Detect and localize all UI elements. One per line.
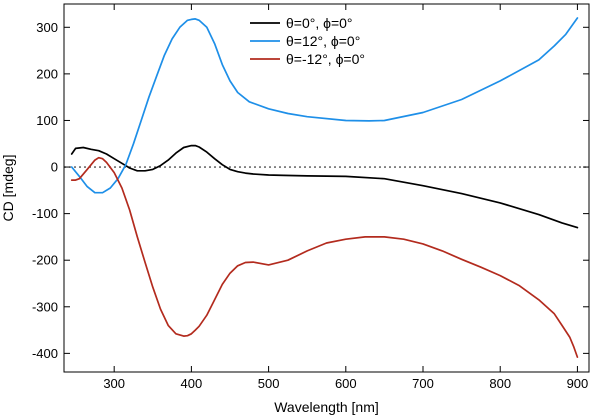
- legend-label-3: θ=-12°, ϕ=0°: [286, 51, 365, 67]
- y-tick-label: -200: [32, 253, 58, 268]
- y-tick-label: 200: [36, 66, 58, 81]
- legend-label-2: θ=12°, ϕ=0°: [286, 33, 360, 49]
- y-axis-label: CD [mdeg]: [0, 155, 16, 222]
- y-tick-label: -100: [32, 206, 58, 221]
- y-tick-label: -400: [32, 346, 58, 361]
- x-tick-label: 500: [258, 376, 280, 391]
- x-tick-label: 800: [489, 376, 511, 391]
- x-tick-label: 900: [567, 376, 589, 391]
- y-tick-label: 0: [51, 160, 58, 175]
- legend-label-1: θ=0°, ϕ=0°: [286, 15, 353, 31]
- x-tick-label: 300: [103, 376, 125, 391]
- y-tick-label: -300: [32, 299, 58, 314]
- series-line-3: [70, 156, 579, 358]
- plot-frame: [63, 3, 590, 373]
- series-line-2: [70, 17, 579, 194]
- x-tick-label: 700: [412, 376, 434, 391]
- x-tick-label: 400: [181, 376, 203, 391]
- y-tick-label: 100: [36, 113, 58, 128]
- y-tick-label: 300: [36, 20, 58, 35]
- series-line-1: [70, 144, 579, 229]
- x-tick-label: 600: [335, 376, 357, 391]
- x-axis-label: Wavelength [nm]: [274, 399, 379, 415]
